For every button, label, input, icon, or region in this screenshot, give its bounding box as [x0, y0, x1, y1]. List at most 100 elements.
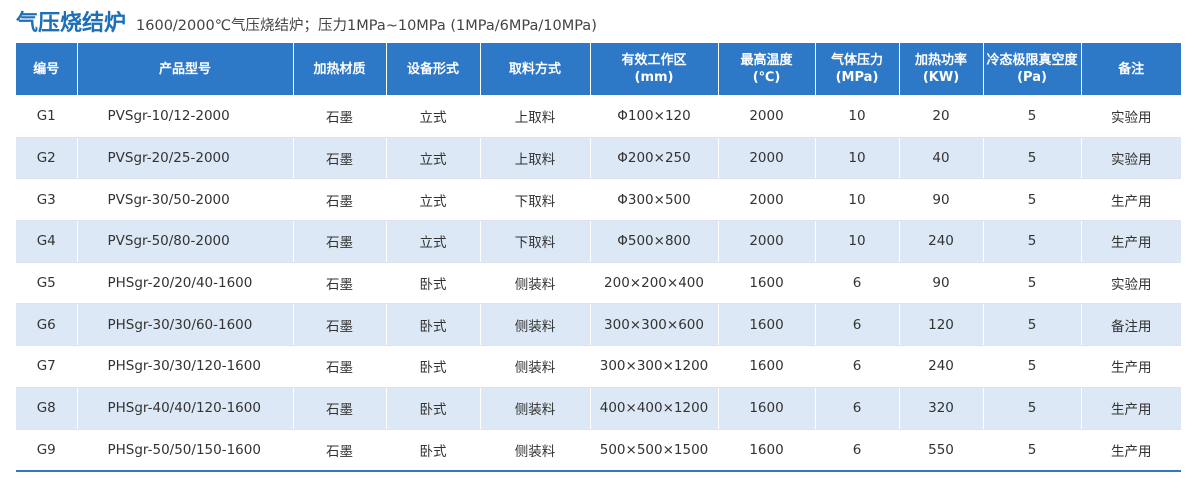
- table-cell: G7: [16, 345, 78, 388]
- table-cell: 上取料: [480, 137, 591, 180]
- table-cell: PVSgr-20/25-2000: [77, 137, 294, 180]
- table-cell: 下取料: [480, 178, 591, 222]
- page-title: 气压烧结炉: [16, 11, 127, 36]
- table-cell: 备注用: [1081, 303, 1181, 347]
- column-header: 加热材质: [293, 43, 387, 96]
- table-cell: 240: [899, 345, 984, 388]
- table-cell: 1600: [718, 345, 816, 388]
- column-header-unit: (℃): [752, 70, 781, 85]
- table-cell: 卧式: [386, 262, 481, 305]
- table-cell: 生产用: [1081, 429, 1181, 473]
- table-cell: 1600: [718, 262, 816, 305]
- table-cell: PHSgr-40/40/120-1600: [77, 387, 294, 430]
- column-header-label: 设备形式: [406, 61, 459, 77]
- table-cell: 生产用: [1081, 387, 1181, 430]
- table-cell: 立式: [386, 137, 481, 180]
- table-row: G6 PHSgr-30/30/60-1600 石墨 卧式 侧装料 300×300×600 1…: [16, 303, 1181, 347]
- table-cell: 立式: [386, 220, 481, 263]
- table-row: G5 PHSgr-20/20/40-1600 石墨 卧式 侧装料 200×200×400 1…: [16, 262, 1181, 305]
- column-header-label: 加热材质: [313, 61, 366, 77]
- table-cell: 400×400×1200: [590, 387, 719, 430]
- table-cell: 6: [815, 345, 900, 388]
- table-row: G4 PVSgr-50/80-2000 石墨 立式 下取料 Φ500×800 2000 10 2…: [16, 220, 1181, 263]
- column-header: 最高温度 (℃): [718, 43, 816, 96]
- table-cell: PHSgr-50/50/150-1600: [77, 429, 294, 473]
- table-cell: PHSgr-30/30/60-1600: [77, 303, 294, 347]
- table-cell: 生产用: [1081, 345, 1181, 388]
- table-cell: 侧装料: [480, 345, 591, 388]
- table-cell: 5: [983, 387, 1082, 430]
- table-cell: 5: [983, 178, 1082, 222]
- table-cell: 石墨: [293, 178, 387, 222]
- column-header: 加热功率 (KW): [899, 43, 984, 96]
- table-cell: 320: [899, 387, 984, 430]
- table-cell: G2: [16, 137, 78, 180]
- table-cell: 1600: [718, 429, 816, 473]
- table-cell: 20: [899, 95, 984, 138]
- column-header-label: 气体压力: [830, 53, 883, 68]
- table-cell: 500×500×1500: [590, 429, 719, 473]
- table-cell: 2000: [718, 95, 816, 138]
- table-row: G3 PVSgr-30/50-2000 石墨 立式 下取料 Φ300×500 2000 10 9…: [16, 178, 1181, 222]
- table-cell: 石墨: [293, 95, 387, 138]
- table-cell: 立式: [386, 95, 481, 138]
- table-cell: 石墨: [293, 429, 387, 473]
- table-cell: 生产用: [1081, 220, 1181, 263]
- table-cell: 侧装料: [480, 303, 591, 347]
- table-cell: 5: [983, 303, 1082, 347]
- table-cell: 实验用: [1081, 262, 1181, 305]
- table-cell: 上取料: [480, 95, 591, 138]
- table-cell: 10: [815, 95, 900, 138]
- table-cell: 石墨: [293, 137, 387, 180]
- table-cell: 6: [815, 262, 900, 305]
- column-header: 设备形式: [386, 43, 481, 96]
- table-cell: 5: [983, 137, 1082, 180]
- table-cell: 10: [815, 178, 900, 222]
- table-cell: Φ200×250: [590, 137, 719, 180]
- table-cell: 240: [899, 220, 984, 263]
- column-header-label: 最高温度: [740, 53, 793, 68]
- column-header-unit: (MPa): [835, 70, 879, 85]
- table-cell: 1600: [718, 303, 816, 347]
- header-row: 编号 产品型号 加热材质 设备形式 取料方式 有效工作区 (mm) 最高温度 (℃) 气体压力 (M…: [16, 43, 1181, 96]
- table-cell: 5: [983, 220, 1082, 263]
- table-cell: 石墨: [293, 387, 387, 430]
- table-cell: PHSgr-30/30/120-1600: [77, 345, 294, 388]
- table-cell: 6: [815, 429, 900, 473]
- table-cell: 侧装料: [480, 387, 591, 430]
- table-cell: 侧装料: [480, 262, 591, 305]
- table-cell: 300×300×1200: [590, 345, 719, 388]
- column-header: 备注: [1081, 43, 1181, 96]
- table-row: G2 PVSgr-20/25-2000 石墨 立式 上取料 Φ200×250 2000 10 4…: [16, 137, 1181, 180]
- table-cell: G5: [16, 262, 78, 305]
- column-header: 气体压力 (MPa): [815, 43, 900, 96]
- table-cell: 6: [815, 303, 900, 347]
- column-header: 取料方式: [480, 43, 591, 96]
- table-cell: G1: [16, 95, 78, 138]
- column-header-label: 有效工作区: [621, 53, 687, 68]
- table-cell: 200×200×400: [590, 262, 719, 305]
- table-cell: 120: [899, 303, 984, 347]
- table-row: G7 PHSgr-30/30/120-1600 石墨 卧式 侧装料 300×300×120…: [16, 345, 1181, 388]
- table-cell: G4: [16, 220, 78, 263]
- column-header-label: 编号: [33, 61, 60, 77]
- table-cell: 下取料: [480, 220, 591, 263]
- table-cell: 1600: [718, 387, 816, 430]
- table-row: G1 PVSgr-10/12-2000 石墨 立式 上取料 Φ100×120 2000 10 2…: [16, 95, 1181, 138]
- table-cell: 90: [899, 178, 984, 222]
- table-cell: 5: [983, 345, 1082, 388]
- column-header: 有效工作区 (mm): [590, 43, 719, 96]
- table-row: G9 PHSgr-50/50/150-1600 石墨 卧式 侧装料 500×500×150…: [16, 429, 1181, 473]
- table-cell: 40: [899, 137, 984, 180]
- table-cell: 5: [983, 95, 1082, 138]
- table-cell: 5: [983, 429, 1082, 473]
- table-cell: 石墨: [293, 345, 387, 388]
- table-cell: 卧式: [386, 303, 481, 347]
- column-header-label: 备注: [1118, 61, 1145, 77]
- table-cell: PHSgr-20/20/40-1600: [77, 262, 294, 305]
- table-cell: 550: [899, 429, 984, 473]
- table-cell: 300×300×600: [590, 303, 719, 347]
- table-cell: PVSgr-50/80-2000: [77, 220, 294, 263]
- column-header-unit: (KW): [922, 70, 960, 85]
- table-cell: G3: [16, 178, 78, 222]
